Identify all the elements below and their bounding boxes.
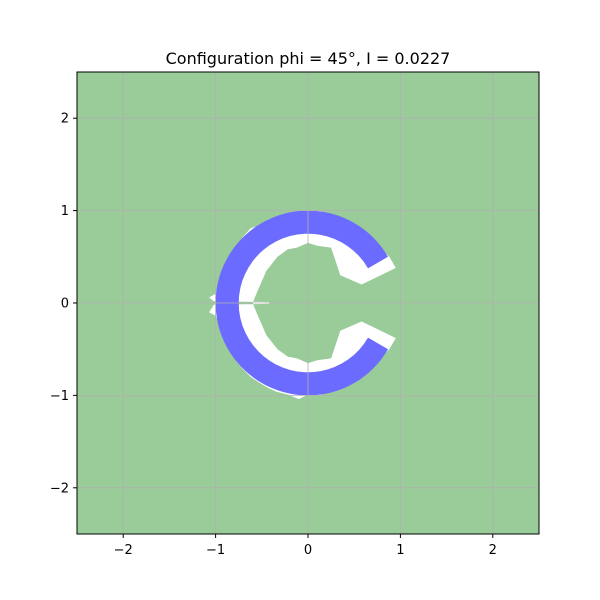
y-tick-label: −2 <box>50 481 69 496</box>
x-tick-label: 0 <box>304 543 312 558</box>
y-axis: −2 −1 0 1 2 <box>50 112 77 496</box>
y-tick-label: 0 <box>61 297 69 312</box>
x-axis: −2 −1 0 1 2 <box>114 534 497 558</box>
x-tick-label: −2 <box>114 543 133 558</box>
y-tick-label: 1 <box>61 204 69 219</box>
chart-title: Configuration phi = 45°, I = 0.0227 <box>166 49 451 68</box>
x-tick-label: 2 <box>489 543 497 558</box>
x-tick-label: −1 <box>206 543 225 558</box>
y-tick-label: −1 <box>50 389 69 404</box>
plot-content <box>209 210 396 400</box>
grid <box>77 72 539 534</box>
x-tick-label: 1 <box>396 543 404 558</box>
y-tick-label: 2 <box>61 112 69 127</box>
